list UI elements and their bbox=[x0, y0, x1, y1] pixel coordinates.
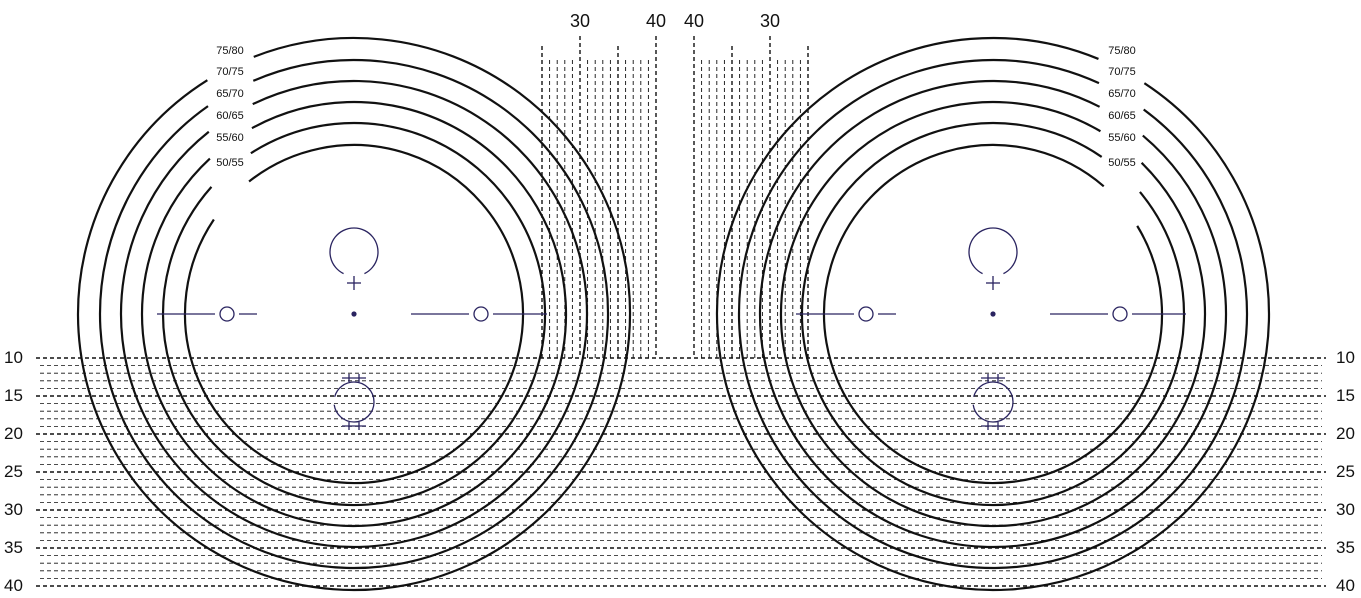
horizontal-scale-lines bbox=[36, 357, 1326, 587]
centre-dot-icon bbox=[990, 311, 996, 317]
right-centre-marks bbox=[796, 227, 1186, 430]
side-target-icon bbox=[473, 306, 489, 322]
ring-label: 75/80 bbox=[1108, 45, 1136, 57]
ring-label: 50/55 bbox=[1108, 157, 1136, 169]
gauge-ring bbox=[800, 121, 1186, 507]
gauge-ring bbox=[76, 36, 632, 592]
top-scale-label: 40 bbox=[684, 11, 704, 31]
gauge-ring bbox=[161, 121, 547, 507]
gauge-ring bbox=[737, 58, 1249, 570]
ring-label: 70/75 bbox=[216, 66, 244, 78]
top-scale-label: 30 bbox=[760, 11, 780, 31]
right-scale-label: 20 bbox=[1336, 424, 1355, 443]
side-target-icon bbox=[858, 306, 874, 322]
left-ring-set bbox=[76, 36, 632, 592]
bulb-symbol-icon bbox=[972, 381, 1014, 423]
ring-label: 60/65 bbox=[216, 110, 244, 122]
right-scale-label: 15 bbox=[1336, 386, 1355, 405]
gauge-ring bbox=[119, 79, 589, 549]
left-scale-label: 25 bbox=[4, 462, 23, 481]
top-scale-label: 40 bbox=[646, 11, 666, 31]
circle-with-plus-icon bbox=[968, 227, 1018, 275]
bulb-symbol-icon bbox=[333, 381, 375, 423]
top-scale-label: 30 bbox=[570, 11, 590, 31]
left-scale-label: 30 bbox=[4, 500, 23, 519]
gauge-ring bbox=[183, 143, 525, 485]
ring-label: 70/75 bbox=[1108, 66, 1136, 78]
gauge-ring bbox=[822, 143, 1164, 485]
left-scale-label: 35 bbox=[4, 538, 23, 557]
centre-dot-icon bbox=[351, 311, 357, 317]
right-scale-label: 30 bbox=[1336, 500, 1355, 519]
circle-with-plus-icon bbox=[329, 227, 379, 275]
left-scale-label: 40 bbox=[4, 576, 23, 595]
right-scale-label: 35 bbox=[1336, 538, 1355, 557]
gauge-ring bbox=[98, 58, 610, 570]
side-target-icon bbox=[219, 306, 235, 322]
ring-label: 65/70 bbox=[216, 88, 244, 100]
side-target-icon bbox=[1112, 306, 1128, 322]
ring-label: 75/80 bbox=[216, 45, 244, 57]
gauge-ring bbox=[758, 79, 1228, 549]
right-scale-label: 10 bbox=[1336, 348, 1355, 367]
right-scale-label: 40 bbox=[1336, 576, 1355, 595]
ring-label: 50/55 bbox=[216, 157, 244, 169]
ring-label: 55/60 bbox=[216, 132, 244, 144]
right-scale-label: 25 bbox=[1336, 462, 1355, 481]
right-ring-set bbox=[715, 36, 1271, 592]
ring-label: 65/70 bbox=[1108, 88, 1136, 100]
ring-label: 55/60 bbox=[1108, 132, 1136, 144]
left-scale-label: 10 bbox=[4, 348, 23, 367]
left-scale-label: 15 bbox=[4, 386, 23, 405]
gauge-ring bbox=[779, 100, 1207, 528]
gauge-ring bbox=[715, 36, 1271, 592]
left-scale-label: 20 bbox=[4, 424, 23, 443]
gauge-ring bbox=[140, 100, 568, 528]
left-centre-marks bbox=[157, 227, 547, 430]
ring-label: 60/65 bbox=[1108, 110, 1136, 122]
